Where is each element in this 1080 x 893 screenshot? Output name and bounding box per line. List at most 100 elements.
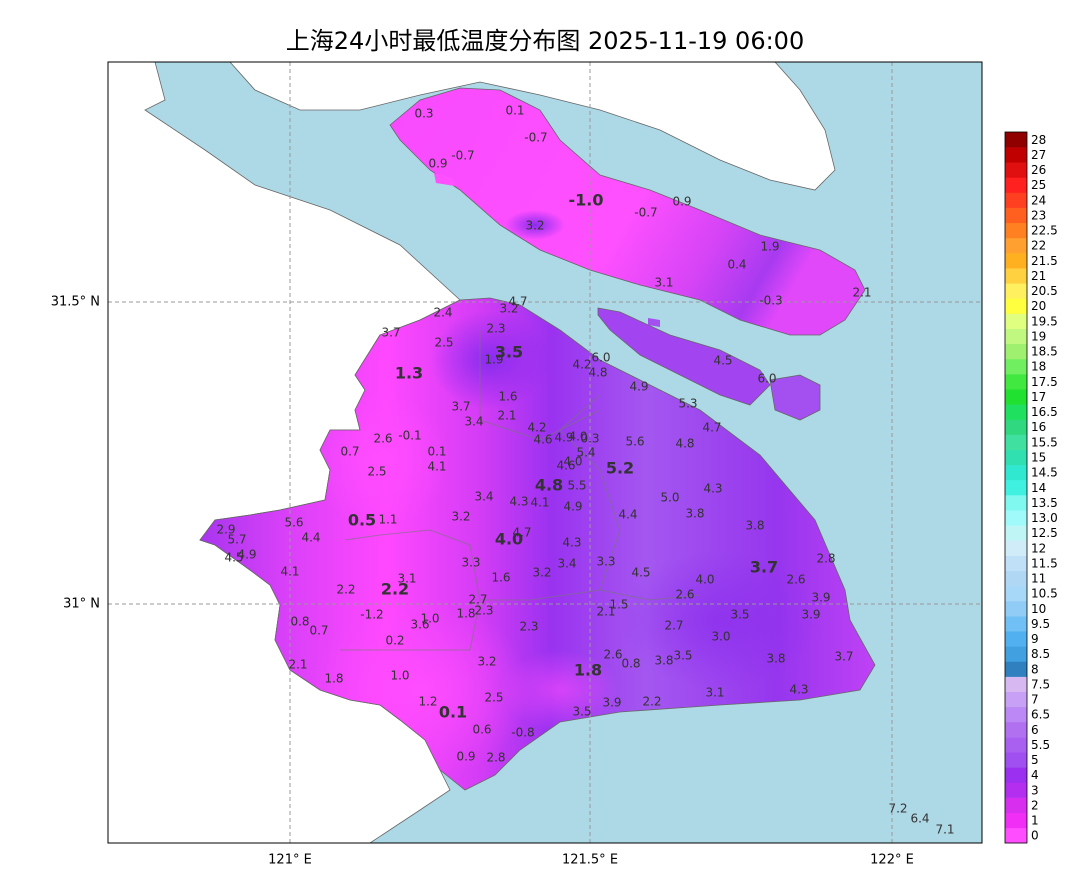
station-value: 4.3 [703,482,722,496]
colorbar-segment [1005,570,1027,587]
station-value: 4.2 [572,358,591,372]
station-value: 3.5 [673,649,692,663]
station-value: 6.4 [910,812,929,826]
station-value: 0.7 [309,624,328,638]
station-value: -1.2 [360,608,383,622]
colorbar-segment [1005,661,1027,677]
station-value: 4.0 [695,573,714,587]
station-value: 3.8 [766,652,785,666]
station-value: 4.2 [527,421,546,435]
station-value: 2.6 [603,648,622,662]
colorbar-label: 10 [1031,602,1046,616]
station-value: 3.2 [451,510,470,524]
colorbar-label: 0 [1031,829,1039,843]
colorbar-label: 10.5 [1031,587,1058,601]
colorbar-label: 5 [1031,753,1039,767]
station-value: 3.5 [730,608,749,622]
colorbar-label: 7 [1031,693,1039,707]
station-value: -0.8 [511,726,534,740]
station-value: 2.8 [816,552,835,566]
station-value: 5.6 [625,435,644,449]
station-value: 4.6 [556,459,575,473]
station-value: 4.5 [631,566,650,580]
station-value: 2.1 [288,658,307,672]
colorbar-label: 2 [1031,798,1039,812]
station-value: 4.0 [568,430,587,444]
colorbar-segment [1005,207,1027,224]
colorbar-segment [1005,812,1027,829]
shade [430,310,550,410]
station-value: 1.8 [324,672,343,686]
station-value: 5.0 [660,491,679,505]
station-value: -0.7 [451,149,474,163]
station-value: 2.4 [433,306,452,320]
station-value: 1.5 [609,598,628,612]
colorbar-label: 12 [1031,541,1046,555]
station-value: 2.8 [486,751,505,765]
colorbar-label: 20.5 [1031,284,1058,298]
station-value: 1.2 [418,695,437,709]
station-value: 0.8 [290,615,309,629]
station-value: 3.9 [811,591,830,605]
shade [620,550,820,690]
station-value: 3.3 [596,555,615,569]
colorbar-segment [1005,389,1027,405]
colorbar-label: 17.5 [1031,375,1058,389]
station-value: 6.0 [757,372,776,386]
changxing-island [597,307,771,406]
colorbar-segment [1005,449,1027,466]
lon-label: 121° E [268,853,312,868]
station-value: 3.2 [525,219,544,233]
colorbar-label: 9.5 [1031,617,1050,631]
colorbar-label: 19 [1031,329,1046,343]
station-value: 4.9 [554,431,573,445]
station-value: 1.9 [760,240,779,254]
islet [648,318,660,327]
colorbar-label: 26 [1031,163,1046,177]
colorbar-label: 22.5 [1031,224,1058,238]
colorbar-segment [1005,237,1027,254]
station-value: -0.7 [634,206,657,220]
station-value: 3.8 [745,519,764,533]
station-value: 4.4 [618,508,637,522]
station-value: 4.5 [713,354,732,368]
station-value: 4.4 [301,531,320,545]
colorbar-segment [1005,268,1027,284]
station-value: 4.9 [237,548,256,562]
colorbar-segment [1005,404,1027,420]
colorbar-segment [1005,782,1027,798]
station-value: 0.6 [472,723,491,737]
station-value: 4.9 [563,500,582,514]
station-value: 3.7 [381,326,400,340]
islet [434,173,455,186]
station-value: 4.5 [224,551,243,565]
station-value: 3.3 [461,556,480,570]
station-value: 3.7 [750,558,778,577]
colorbar-label: 18 [1031,360,1046,374]
colorbar-segment [1005,721,1027,738]
station-value: 3.5 [495,343,523,362]
station-value: 2.3 [486,322,505,336]
station-value: 4.3 [789,683,808,697]
colorbar-segment [1005,192,1027,208]
station-value: 0.1 [505,104,524,118]
station-value: 1.6 [491,571,510,585]
colorbar-segment [1005,298,1027,314]
station-value: 2.1 [852,286,871,300]
colorbar-segment [1005,510,1027,526]
station-value: 1.8 [456,607,475,621]
colorbar-label: 27 [1031,148,1046,162]
station-value: 5.2 [606,459,634,478]
station-value: 4.6 [533,433,552,447]
colorbar-segment [1005,313,1027,329]
colorbar-label: 4 [1031,768,1039,782]
hengsha-island [769,374,821,421]
chart-title: 上海24小时最低温度分布图 2025-11-19 06:00 [286,27,804,55]
station-value: 7.2 [888,802,907,816]
colorbar-segment [1005,540,1027,556]
station-value: 2.1 [497,409,516,423]
station-value: 5.7 [227,533,246,547]
station-value: 3.1 [654,276,673,290]
colorbar-label: 6 [1031,723,1039,737]
